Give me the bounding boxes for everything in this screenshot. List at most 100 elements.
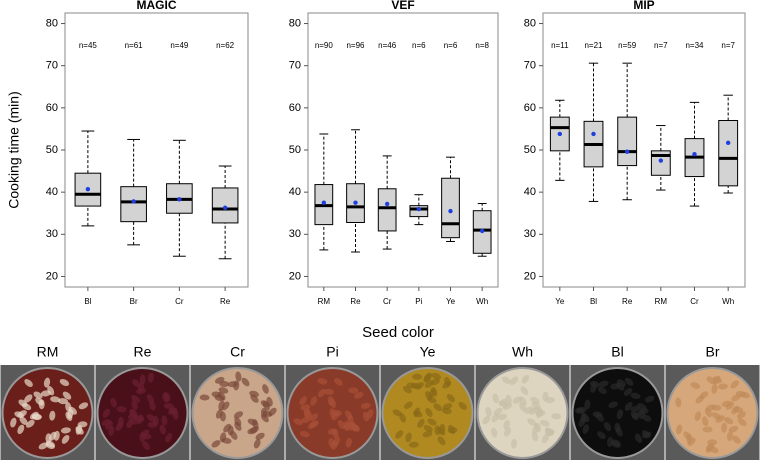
x-tick-label: Cr [383,297,392,306]
seed [695,395,705,404]
mean [85,187,91,192]
seed [533,407,544,414]
seed [332,409,342,417]
seed [159,424,166,435]
dish [1,367,94,459]
seed [301,416,311,424]
seed [262,384,269,394]
seed [115,422,124,431]
seed [161,415,168,426]
seed [503,427,512,437]
seed [110,397,117,408]
seed [511,438,518,449]
seed [126,418,134,429]
seed [329,398,337,409]
x-tick-label: Br [130,297,138,306]
y-tick-label: 60 [289,102,301,114]
box [377,188,397,232]
y-axis-label: Cooking time (min) [6,91,22,208]
seed [132,379,141,388]
seed [50,396,61,403]
mean [177,197,182,202]
seed [616,409,624,420]
y-tick-label: 70 [289,60,301,72]
seed [634,433,643,443]
seed [40,390,51,397]
seed [233,411,244,419]
seed [408,441,419,448]
seed [252,419,259,430]
seed [307,421,317,429]
seed [711,404,722,411]
photo-label: RM [37,344,59,360]
seed [736,411,746,419]
seed [737,418,747,426]
mean [448,208,453,214]
seed [17,424,25,435]
seed [317,378,328,385]
plot-frame [307,12,499,288]
seed [717,383,728,390]
x-tick-label: Ye [555,297,565,306]
seed [333,378,343,386]
seed [219,411,226,422]
y-tick-label: 50 [46,144,58,156]
seed [77,421,88,428]
seed [598,380,609,387]
x-tick-label: Re [220,297,231,306]
seed [67,409,74,419]
seed [253,438,261,449]
seed [58,398,68,405]
x-tick-label: Wh [722,297,734,306]
seed [139,374,146,385]
seed [491,413,499,423]
seed [520,386,529,395]
seed [345,437,352,448]
seed [641,431,652,439]
x-tick-label: Bl [590,297,597,306]
dish [96,367,189,459]
plot-frame [542,12,746,288]
n-label: n=61 [125,41,144,50]
seed [721,400,732,407]
seed [501,376,511,384]
seed [227,425,234,436]
seed [441,407,452,415]
seed [29,411,39,420]
y-tick-label: 50 [524,144,536,156]
seed [425,407,433,418]
seed [366,409,374,419]
seed [343,421,350,431]
mean [384,201,390,207]
seed [434,425,441,436]
seed [324,388,335,395]
seed [641,414,652,422]
seed [675,397,682,408]
seed [60,427,71,434]
seed [353,391,364,399]
seed [423,372,432,382]
photo-label: Re [134,344,152,360]
seed [624,377,634,386]
seed [458,401,467,410]
photo-label: Ye [420,344,436,360]
mean [131,199,136,204]
y-tick-label: 60 [524,102,536,114]
seed [491,427,498,438]
n-label: n=49 [170,41,189,50]
seed [48,431,57,441]
seed [59,379,70,386]
box [211,187,239,224]
seed [10,417,17,428]
seed [493,407,503,416]
y-tick-label: 80 [524,17,536,29]
y-tick-label: 80 [289,17,301,29]
x-tick-label: Wh [476,297,488,306]
seed [541,434,550,444]
seed [108,425,115,436]
n-label: n=46 [378,41,397,50]
seed [582,424,589,434]
y-tick-label: 20 [46,270,58,282]
seed [726,431,734,442]
seed [217,391,226,401]
